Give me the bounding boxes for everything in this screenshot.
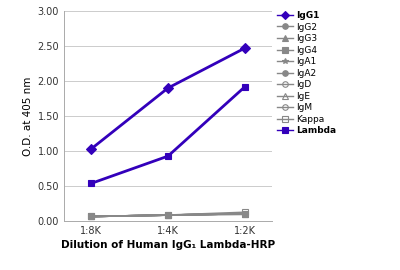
Legend: IgG1, IgG2, IgG3, IgG4, IgA1, IgA2, IgD, IgE, IgM, Kappa, Lambda: IgG1, IgG2, IgG3, IgG4, IgA1, IgA2, IgD,… [276, 11, 336, 135]
Y-axis label: O.D. at 405 nm: O.D. at 405 nm [23, 76, 33, 156]
X-axis label: Dilution of Human IgG₁ Lambda-HRP: Dilution of Human IgG₁ Lambda-HRP [61, 240, 275, 251]
